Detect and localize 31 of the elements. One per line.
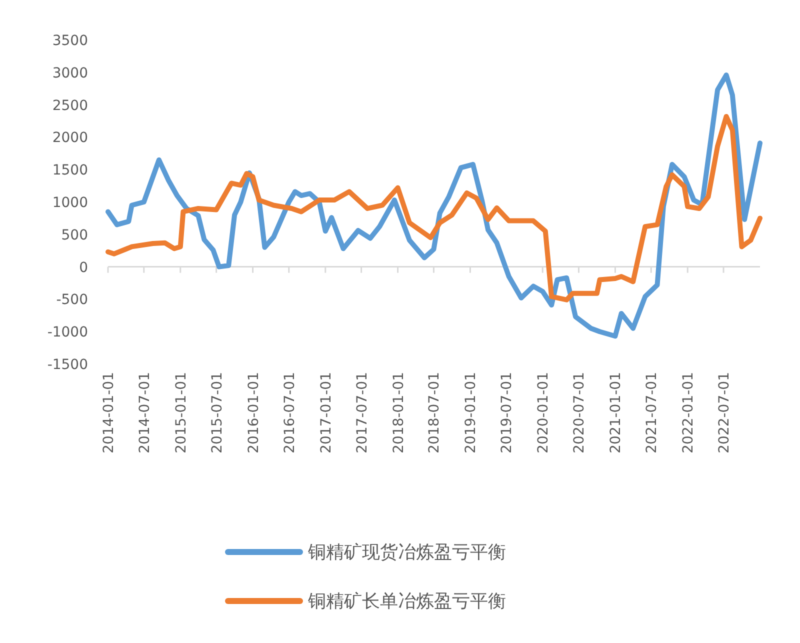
x-tick-label: 2015-07-01: [209, 372, 226, 454]
y-tick-label: -1500: [47, 357, 88, 373]
x-tick-label: 2018-01-01: [390, 372, 407, 454]
x-tick-label: 2021-07-01: [644, 372, 660, 454]
x-tick-label: 2016-01-01: [246, 372, 262, 454]
x-tick-label: 2022-07-01: [716, 372, 732, 454]
x-tick-label: 2022-01-01: [680, 372, 697, 454]
x-tick-label: 2018-07-01: [426, 372, 443, 454]
x-tick-label: 2014-07-01: [136, 372, 153, 454]
y-tick-label: 3500: [52, 33, 88, 49]
x-tick-label: 2019-01-01: [463, 372, 480, 454]
x-tick-label: 2020-07-01: [572, 372, 588, 454]
y-tick-label: 500: [61, 227, 88, 244]
x-tick-label: 2020-01-01: [536, 372, 552, 454]
y-tick-label: 0: [79, 260, 88, 276]
x-tick-label: 2017-01-01: [318, 372, 334, 454]
y-tick-label: 2000: [52, 130, 88, 146]
legend-label: 铜精矿长单冶炼盈亏平衡: [307, 591, 506, 612]
legend-label: 铜精矿现货冶炼盈亏平衡: [307, 542, 506, 563]
y-tick-label: 3000: [52, 65, 88, 82]
x-tick-label: 2017-07-01: [354, 372, 370, 454]
y-tick-label: 1000: [52, 195, 88, 211]
x-tick-label: 2015-01-01: [173, 372, 190, 454]
y-tick-label: 1500: [52, 162, 88, 179]
x-tick-label: 2021-01-01: [608, 372, 624, 454]
x-tick-label: 2019-07-01: [499, 372, 516, 454]
y-tick-label: -1000: [47, 324, 88, 341]
x-tick-label: 2016-07-01: [282, 372, 298, 454]
y-tick-label: 2500: [52, 98, 88, 114]
x-tick-label: 2014-01-01: [101, 372, 117, 454]
y-tick-label: -500: [56, 292, 88, 308]
